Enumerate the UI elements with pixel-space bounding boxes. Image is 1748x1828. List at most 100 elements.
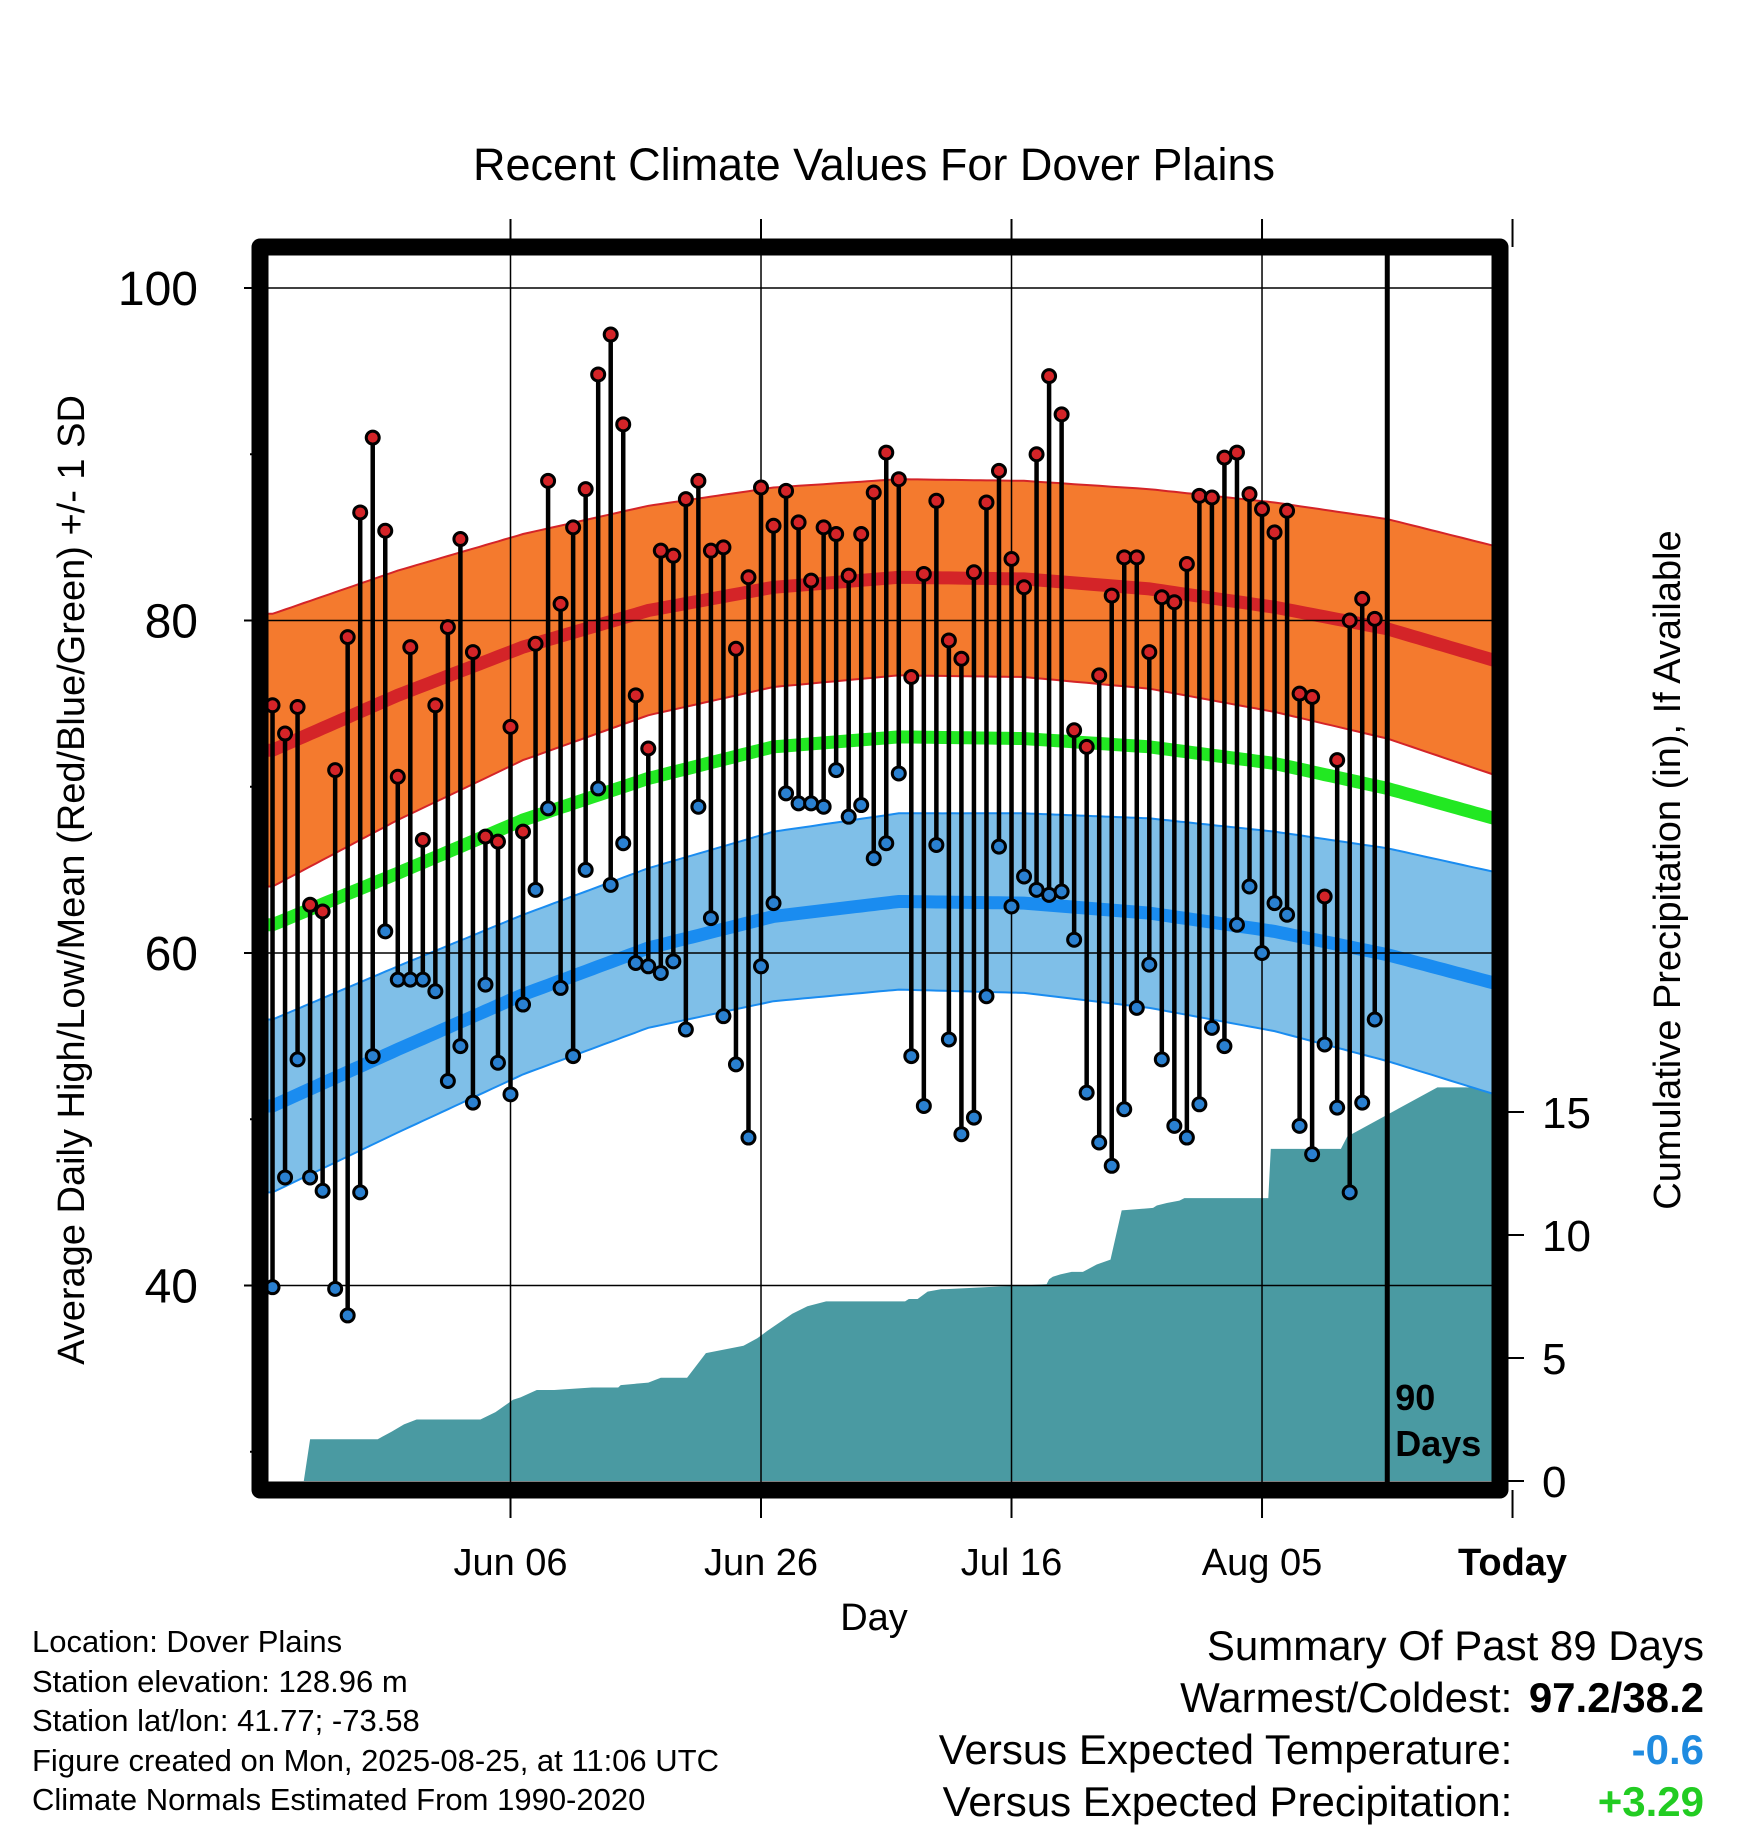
daily-high-point [277, 725, 294, 742]
daily-high-point [778, 482, 795, 499]
daily-low-point [439, 1073, 456, 1090]
daily-high-point [1291, 685, 1308, 702]
daily-low-point [1091, 1134, 1108, 1151]
daily-high-point [1166, 594, 1183, 611]
daily-low-point [502, 1086, 519, 1103]
daily-low-point [527, 881, 544, 898]
daily-low-point [1128, 999, 1145, 1016]
warm-cold-label: Warmest/Coldest: [1180, 1674, 1513, 1721]
daily-low-point [915, 1097, 932, 1114]
daily-high-point [515, 823, 532, 840]
daily-high-point [339, 629, 356, 646]
daily-low-point [602, 876, 619, 893]
daily-high-point [753, 479, 770, 496]
daily-low-point [865, 850, 882, 867]
summary-warm-cold: Warmest/Coldest: 97.2/38.2 [939, 1672, 1704, 1724]
daily-low-point [1003, 898, 1020, 915]
info-elevation: Station elevation: 128.96 m [32, 1663, 408, 1699]
daily-low-point [1254, 945, 1271, 961]
summary-title: Summary Of Past 89 Days [1206, 1622, 1704, 1669]
daily-high-point [1053, 406, 1070, 423]
daily-low-point [302, 1169, 319, 1186]
daily-high-point [1304, 688, 1321, 705]
normal-low-line [260, 895, 1500, 1113]
daily-high-point [1016, 579, 1033, 596]
daily-high-point [1066, 722, 1083, 739]
daily-high-point [915, 565, 932, 582]
daily-high-point [414, 831, 431, 848]
daily-high-point [1141, 644, 1158, 661]
daily-high-point [665, 547, 682, 564]
prec-label: Versus Expected Precipitation: [942, 1778, 1513, 1825]
daily-low-point [565, 1048, 582, 1065]
daily-high-point [352, 504, 369, 521]
x-tick-label: Aug 05 [1202, 1542, 1322, 1584]
daily-high-point [1041, 368, 1058, 385]
daily-high-point [828, 526, 845, 543]
daily-low-point [1016, 868, 1033, 885]
normal-mean-line [260, 730, 1500, 932]
daily-high-point [1279, 502, 1296, 519]
daily-high-point [1003, 550, 1020, 567]
daily-high-point [377, 522, 394, 539]
temp-anomaly-value: -0.6 [1631, 1726, 1704, 1773]
daily-low-point [1366, 1011, 1383, 1028]
daily-high-point [1241, 486, 1258, 503]
y-tick-label: 40 [145, 1261, 198, 1314]
daily-high-point [1266, 524, 1283, 541]
daily-high-point [1078, 738, 1095, 755]
daily-high-point [815, 519, 832, 536]
daily-high-point [1228, 444, 1245, 461]
daily-high-point [627, 687, 644, 704]
daily-low-point [427, 983, 444, 1000]
station-info: Location: Dover Plains Station elevation… [32, 1622, 719, 1820]
temp-label: Versus Expected Temperature: [938, 1726, 1513, 1773]
x-tick-label: Jul 16 [961, 1542, 1062, 1584]
daily-low-point [1341, 1184, 1358, 1201]
daily-low-point [1191, 1096, 1208, 1113]
daily-high-point [402, 639, 419, 656]
daily-low-point [1078, 1084, 1095, 1101]
daily-low-point [1153, 1051, 1170, 1068]
daily-low-point [464, 1094, 481, 1111]
daily-high-point [702, 542, 719, 559]
daily-high-point [602, 326, 619, 343]
daily-high-point [965, 564, 982, 581]
daily-low-point [327, 1280, 344, 1297]
x-tick-label: Jun 06 [453, 1542, 567, 1584]
daily-high-point [439, 619, 456, 636]
daily-low-point [778, 785, 795, 802]
daily-high-point [1366, 610, 1383, 627]
daily-high-point [865, 484, 882, 501]
x-axis-label: Day [840, 1597, 908, 1639]
daily-low-point [715, 1008, 732, 1025]
daily-high-point [840, 567, 857, 584]
daily-high-point [677, 491, 694, 508]
daily-low-point [364, 1048, 381, 1065]
daily-low-point [903, 1048, 920, 1065]
summary-prec: Versus Expected Precipitation: +3.29 [939, 1776, 1704, 1828]
daily-high-point [364, 429, 381, 446]
daily-high-point [1178, 555, 1195, 572]
x-tick-label: Today [1458, 1542, 1567, 1584]
daily-high-point [853, 526, 870, 543]
daily-high-point [890, 471, 907, 488]
daily-low-point [840, 808, 857, 825]
daily-high-point [527, 635, 544, 652]
daily-high-point [1329, 752, 1346, 769]
daily-low-point [677, 1021, 694, 1038]
y-axis-label: Average Daily High/Low/Mean (Red/Blue/Gr… [51, 395, 93, 1365]
daily-high-point [690, 472, 707, 489]
daily-high-point [1128, 549, 1145, 566]
daily-low-point [1041, 886, 1058, 903]
daily-high-point [289, 698, 306, 715]
daily-low-point [1178, 1129, 1195, 1146]
daily-low-point [577, 861, 594, 878]
normal-high-line [260, 570, 1500, 757]
daily-high-point [1341, 612, 1358, 629]
daily-low-point [477, 976, 494, 993]
daily-low-point [552, 979, 569, 996]
daily-low-point [640, 958, 657, 975]
